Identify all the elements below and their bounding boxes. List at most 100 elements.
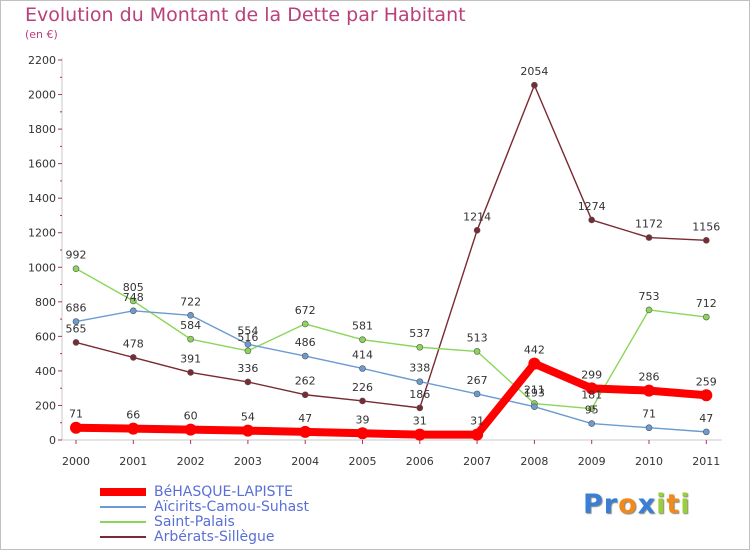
data-label: 338 [409,362,430,375]
data-label: 286 [639,371,660,384]
data-label: 47 [699,412,713,425]
data-label: 581 [352,320,373,333]
data-point [528,357,541,370]
data-label: 66 [126,409,140,422]
legend-item: BéHASQUE-LAPISTE [100,484,460,500]
data-point [645,306,653,314]
line-chart: 0 200 400 600 800 1000 1200 1400 1600 1800 2000 220… [28,54,722,468]
x-tick-label: 2000 [62,455,90,468]
data-point [416,404,424,412]
data-label: 259 [696,375,717,388]
data-point [130,354,137,361]
y-tick-label: 1400 [28,192,56,205]
logo-letter: x [637,489,657,520]
data-point [72,339,80,346]
data-label: 753 [639,290,660,303]
x-tick-label: 2009 [578,455,606,468]
data-label: 516 [237,331,258,344]
data-label: 336 [237,362,258,375]
data-point [416,343,424,351]
series-line [75,310,707,433]
data-point [585,382,598,395]
data-label: 226 [352,381,373,394]
logo-letter: o [618,489,638,520]
series-line [72,359,711,439]
legend-item: Aïcirits-Camou-Suhast [100,499,460,515]
data-point [130,307,137,315]
y-tick-label: 2000 [28,89,56,102]
data-labels: 71 66 60 54 47 39 31 31 442 299 286 259 686 748 722 554… [66,65,721,427]
data-point [700,389,713,402]
data-point [187,369,194,376]
data-point [70,421,82,434]
data-point [473,348,481,355]
data-label: 414 [352,348,373,361]
data-label: 1214 [463,210,491,223]
data-label: 267 [467,374,488,387]
data-label: 31 [413,415,427,428]
data-label: 712 [696,297,717,310]
data-point [301,320,309,328]
legend-item: Arbérats-Sillègue [100,529,460,545]
x-tick-label: 2004 [291,455,319,468]
data-point [702,428,710,436]
data-point [244,341,252,348]
legend-label: Aïcirits-Camou-Suhast [154,499,310,515]
data-label: 193 [524,387,545,400]
y-tick-label: 2200 [28,54,56,67]
data-point [244,347,252,355]
data-point [531,81,538,89]
data-point [588,216,596,224]
logo-letter: i [680,489,691,520]
data-point [702,237,710,244]
axes: 0 200 400 600 800 1000 1200 1400 1600 1800 2000 220… [28,54,722,468]
data-label: 584 [180,319,201,332]
data-label: 486 [295,336,316,349]
y-tick-label: 200 [35,399,56,412]
data-label: 54 [241,411,255,424]
legend-swatch [100,506,146,508]
data-label: 71 [69,408,83,421]
data-label: 60 [184,410,198,423]
data-label: 1172 [635,218,663,231]
data-point [359,397,366,405]
data-point [301,352,309,360]
x-tick-label: 2007 [463,455,491,468]
x-tick-label: 2005 [349,455,377,468]
y-tick-label: 1000 [28,261,56,274]
data-point [299,425,312,438]
data-label: 262 [295,375,316,388]
data-label: 39 [356,413,370,426]
series-line [75,84,707,409]
x-tick-label: 2006 [406,455,434,468]
data-point [359,336,366,343]
legend-item: Saint-Palais [100,514,460,530]
data-label: 71 [642,408,656,421]
logo-letter: r [603,489,619,520]
data-point [187,335,194,343]
y-tick-label: 400 [35,365,56,378]
chart-unit: (en €) [25,28,58,41]
y-tick-label: 1800 [28,123,56,136]
data-point [184,423,197,436]
data-point [531,403,538,410]
legend-swatch [100,536,146,538]
data-point [187,311,194,319]
data-point [645,234,653,241]
y-tick-label: 1600 [28,158,56,171]
data-label: 47 [298,412,312,425]
data-label: 442 [524,344,545,357]
data-label: 537 [409,327,430,340]
data-label: 478 [123,337,144,350]
data-label: 1274 [578,200,606,213]
data-label: 391 [180,352,201,365]
data-point [643,384,655,397]
x-tick-label: 2011 [692,455,720,468]
data-label: 1156 [692,220,720,233]
data-label: 565 [66,322,87,335]
data-label: 748 [123,291,144,304]
y-tick-label: 0 [49,434,56,447]
data-point [473,227,481,234]
logo-letter: i [656,489,667,520]
legend-swatch [100,521,146,523]
